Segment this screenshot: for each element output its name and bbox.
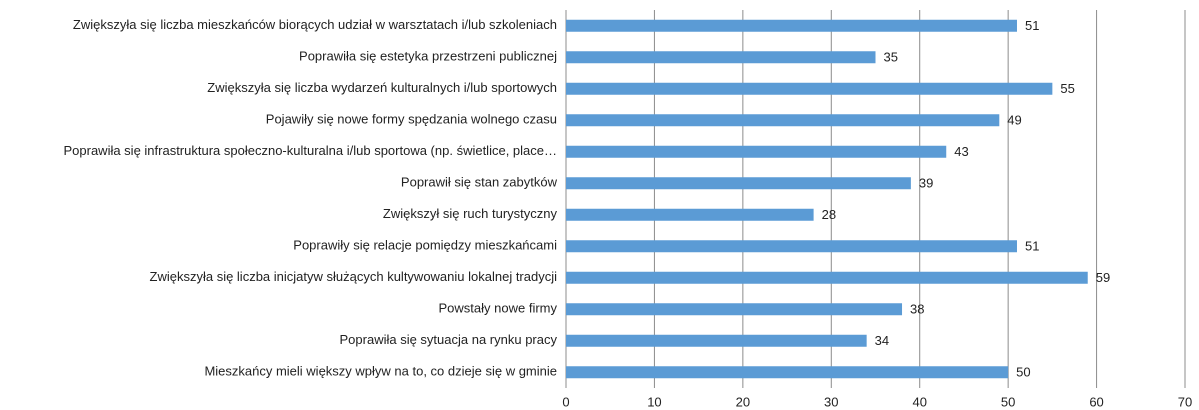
y-tick-label: Zwiększyła się liczba wydarzeń kulturaln…: [207, 80, 557, 95]
value-label: 35: [884, 50, 898, 65]
bar: [566, 145, 947, 158]
y-tick-label: Pojawiły się nowe formy spędzania wolneg…: [266, 112, 557, 127]
y-tick-label: Poprawiły się relacje pomiędzy mieszkańc…: [293, 238, 557, 253]
value-label: 39: [919, 176, 933, 191]
y-tick-label: Poprawiła się estetyka przestrzeni publi…: [299, 49, 557, 64]
x-tick-label: 40: [912, 394, 926, 409]
value-label: 59: [1096, 270, 1110, 285]
value-label: 50: [1016, 365, 1030, 380]
bar: [566, 82, 1053, 95]
y-tick-label: Zwiększyła się liczba inicjatyw służącyc…: [150, 269, 558, 284]
y-tick-label: Poprawiła się infrastruktura społeczno-k…: [63, 143, 557, 158]
value-label: 28: [822, 207, 836, 222]
bar: [566, 208, 814, 221]
y-tick-label: Mieszkańcy mieli większy wpływ na to, co…: [204, 364, 557, 379]
value-label: 51: [1025, 18, 1039, 33]
value-label: 51: [1025, 239, 1039, 254]
y-tick-label: Poprawił się stan zabytków: [401, 175, 558, 190]
value-label: 38: [910, 302, 924, 317]
bar: [566, 366, 1009, 379]
x-tick-label: 20: [736, 394, 750, 409]
y-tick-label: Zwiększyła się liczba mieszkańców biorąc…: [73, 17, 557, 32]
x-tick-label: 60: [1089, 394, 1103, 409]
x-tick-label: 70: [1178, 394, 1192, 409]
bar: [566, 271, 1088, 284]
value-label: 43: [954, 144, 968, 159]
y-tick-label: Powstały nowe firmy: [439, 301, 558, 316]
x-tick-label: 0: [562, 394, 569, 409]
bar: [566, 303, 903, 316]
bar: [566, 177, 911, 190]
value-label: 34: [875, 333, 889, 348]
bar: [566, 334, 867, 347]
y-tick-label: Zwiększył się ruch turystyczny: [383, 206, 558, 221]
bar: [566, 240, 1017, 253]
bar: [566, 114, 1000, 127]
x-tick-label: 10: [647, 394, 661, 409]
value-label: 55: [1060, 81, 1074, 96]
bar: [566, 19, 1017, 32]
value-label: 49: [1007, 113, 1021, 128]
x-tick-label: 30: [824, 394, 838, 409]
x-tick-label: 50: [1001, 394, 1015, 409]
bar: [566, 51, 876, 64]
y-tick-label: Poprawiła się sytuacja na rynku pracy: [340, 332, 558, 347]
